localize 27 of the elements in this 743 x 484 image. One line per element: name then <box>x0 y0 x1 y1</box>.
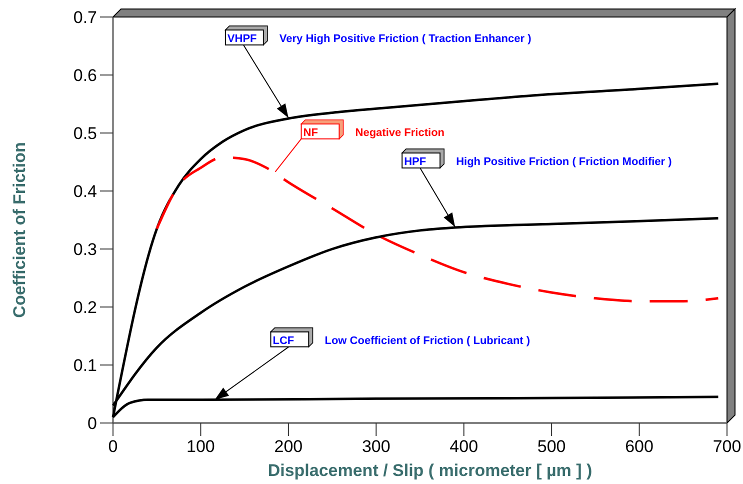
y-tick-label: 0.2 <box>73 298 97 317</box>
y-axis-title: Coefficient of Friction <box>10 142 29 318</box>
annotation: Very High Positive Friction ( Traction Enhancer ) <box>279 32 532 45</box>
x-axis-title: Displacement / Slip ( micrometer [ µm ] ) <box>268 461 592 480</box>
annotation: Negative Friction <box>355 126 445 139</box>
x-tick-label: 0 <box>108 437 118 456</box>
y-tick-label: 0.7 <box>73 8 97 27</box>
annotation: LCF <box>272 334 294 347</box>
x-tick-label: 700 <box>712 437 742 456</box>
y-tick-label: 0.5 <box>73 124 97 143</box>
x-tick-label: 600 <box>625 437 654 456</box>
annotation: Low Coefficient of Friction ( Lubricant ) <box>324 334 530 347</box>
x-tick-label: 100 <box>186 437 215 456</box>
y-tick-label: 0.6 <box>73 66 97 85</box>
annotation: High Positive Friction ( Friction Modifier ) <box>456 156 672 168</box>
y-tick-label: 0.3 <box>73 240 97 259</box>
y-tick-label: 0.4 <box>73 182 97 201</box>
x-tick-label: 300 <box>362 437 390 456</box>
annotation: NF <box>303 126 318 139</box>
x-tick-label: 400 <box>450 437 478 456</box>
y-tick-label: 0 <box>88 414 97 433</box>
annotation: VHPF <box>227 32 258 45</box>
x-tick-label: 200 <box>274 437 303 456</box>
annotation: HPF <box>404 156 426 168</box>
x-tick-label: 500 <box>537 437 566 456</box>
line-series <box>156 156 720 302</box>
y-tick-label: 0.1 <box>73 356 97 375</box>
